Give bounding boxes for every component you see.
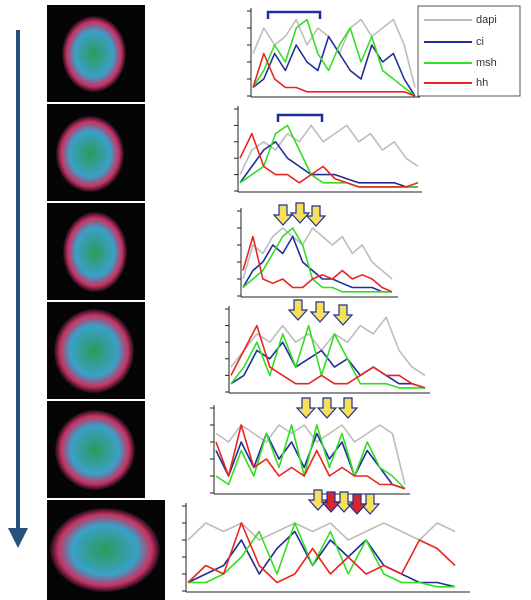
plot [247,8,420,98]
trace [252,52,416,97]
embryo-images [47,5,165,600]
legend-label: hh [476,77,488,89]
trace [252,18,416,97]
trace [242,235,392,293]
plots [182,8,470,593]
trace [252,35,416,97]
arrow [272,204,294,226]
legend-label: ci [476,36,484,48]
trace [230,341,426,389]
trace [215,424,406,485]
plot [225,306,430,394]
arrow [307,489,329,511]
trace [187,522,456,541]
arrow [346,493,368,515]
bracket [266,10,322,19]
trace [187,522,456,584]
trace [239,132,419,188]
trace [239,141,418,188]
trace [239,124,418,188]
time-arrow [8,30,28,548]
trace [242,227,393,280]
arrow [289,202,311,224]
arrow [305,205,327,227]
trace [215,424,406,490]
plot [210,405,410,495]
trace [230,324,426,389]
trace [242,227,392,293]
plot [182,503,470,593]
trace [242,235,393,293]
arrow [295,397,317,419]
trace [188,522,455,588]
bracket [276,113,324,122]
trace [187,530,456,588]
arrow [337,397,359,419]
arrows [272,202,381,515]
arrow [332,304,354,326]
trace [230,324,425,389]
legend-label: msh [476,57,497,69]
plot [234,106,422,193]
trace [215,424,406,490]
trace [230,316,426,377]
arrow [287,299,309,321]
arrow [316,397,338,419]
trace [239,124,419,175]
arrow [320,491,342,513]
legend: dapi ci msh hh [417,5,521,97]
arrow [309,301,331,323]
plot [237,208,398,298]
legend-label: dapi [476,14,497,26]
